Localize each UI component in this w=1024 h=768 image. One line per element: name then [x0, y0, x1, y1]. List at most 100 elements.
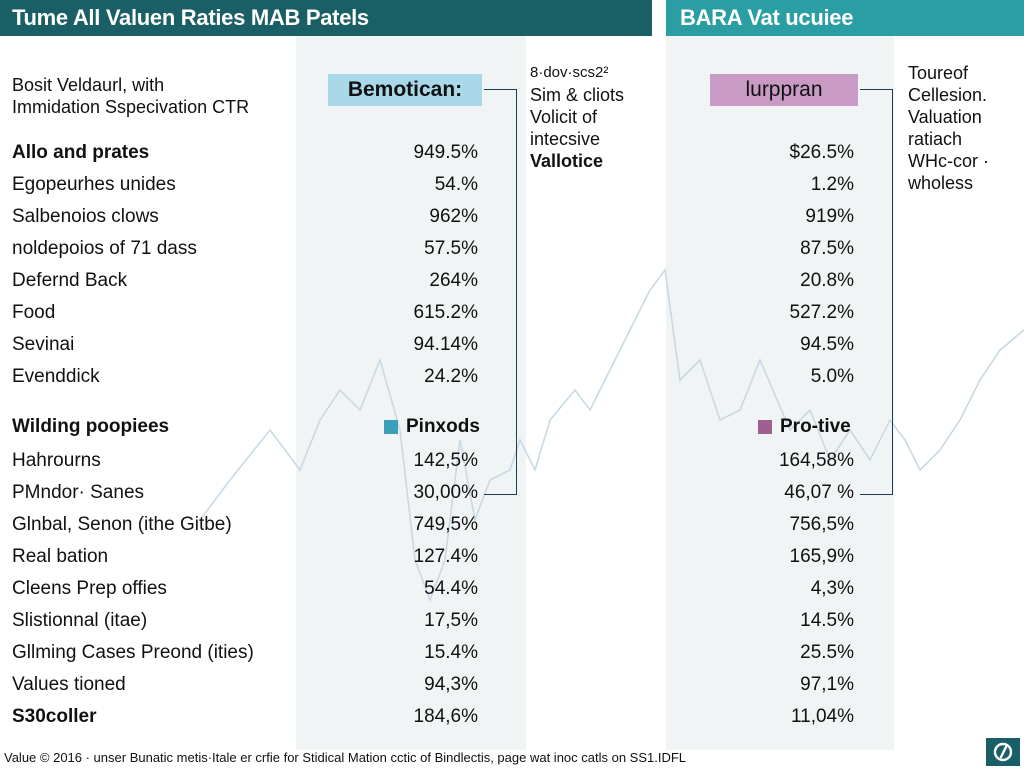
row-label: Hahrourns — [12, 450, 101, 471]
note-line: intecsive — [530, 129, 601, 149]
table-row: Evenddick 24.2% 5.0% — [0, 364, 1024, 392]
note-line: ratiach — [908, 129, 963, 149]
table-row: PMndor· Sanes 30,00% 46,07 % — [0, 480, 1024, 508]
side-header: BARA Vat ucuiee — [666, 0, 1024, 36]
row-label: Food — [12, 302, 56, 323]
row-value-1: 54.4% — [424, 578, 478, 599]
footer-text: Value © 2016 · unser Bunatic metis·Itale… — [4, 750, 687, 765]
row-value-2: 527.2% — [789, 302, 854, 323]
main-header: Tume All Valuen Raties MAB Patels — [0, 0, 652, 36]
row-value-1: 962% — [429, 206, 478, 227]
section-title: Wilding poopiees — [12, 416, 170, 437]
row-value-2: 46,07 % — [784, 482, 854, 503]
row-value-2: 1.2% — [810, 174, 854, 195]
section-title: Allo and prates — [12, 142, 150, 163]
intro-line-2: Immidation Sspecivation CTR — [12, 97, 250, 117]
main-title: Tume All Valuen Raties MAB Patels — [12, 5, 369, 30]
legend-swatch — [758, 420, 772, 434]
row-value-1: 17,5% — [424, 610, 478, 631]
column-shade-2 — [666, 36, 894, 750]
note-line: Volicit of — [530, 107, 598, 127]
legend-item-2: Pro-tive — [758, 416, 851, 438]
legend-swatch — [384, 420, 398, 434]
table-row: Real bation 127.4% 165,9% — [0, 544, 1024, 572]
row-value-1: 142,5% — [413, 450, 478, 471]
note-line: Sim & cliots — [530, 85, 625, 105]
row-value-1: 94.14% — [413, 334, 478, 355]
row-value-1: 94,3% — [424, 674, 478, 695]
row-label: Values tioned — [12, 674, 126, 695]
row-value-1: 54.% — [434, 174, 478, 195]
table-row: Values tioned 94,3% 97,1% — [0, 672, 1024, 700]
table-row: S30coller 184,6% 11,04% — [0, 704, 1024, 732]
table-row: Glnbal, Senon (ithe Gitbe) 749,5% 756,5% — [0, 512, 1024, 540]
row-label: Slistionnal (itae) — [12, 610, 148, 631]
intro-text: Bosit Veldaurl, with Immidation Sspeciva… — [12, 74, 249, 118]
row-value-1: 749,5% — [413, 514, 478, 535]
legend-label: Pro-tive — [780, 416, 851, 437]
row-value-2: 87.5% — [800, 238, 854, 259]
column-1-bracket — [484, 89, 517, 495]
column-1-chip: Bemotican: — [328, 74, 482, 106]
table-row: Egopeurhes unides 54.% 1.2% — [0, 172, 1024, 200]
row-value-2: 97,1% — [800, 674, 854, 695]
row-label: Salbenoios clows — [12, 206, 159, 227]
row-label: Cleens Prep offies — [12, 578, 167, 599]
table-row: Food 615.2% 527.2% — [0, 300, 1024, 328]
row-label: S30coller — [12, 706, 97, 727]
row-value-2: 756,5% — [789, 514, 854, 535]
section-2-title-row: Wilding poopiees — [0, 414, 1024, 442]
logo-badge — [986, 738, 1020, 766]
logo-icon — [993, 742, 1013, 762]
row-value-1: 127.4% — [413, 546, 478, 567]
note-line: WHc-cor · — [908, 151, 989, 171]
row-label: Egopeurhes unides — [12, 174, 176, 195]
row-value-1: 264% — [429, 270, 478, 291]
row-value-1: 57.5% — [424, 238, 478, 259]
row-value-1: 184,6% — [413, 706, 478, 727]
row-value-2: 165,9% — [789, 546, 854, 567]
note-line: Valuation — [908, 107, 982, 127]
row-value-2: 919% — [805, 206, 854, 227]
legend-label: Pinxods — [406, 416, 480, 437]
table-row: noldepoios of 71 dass 57.5% 87.5% — [0, 236, 1024, 264]
note-line: wholess — [908, 173, 974, 193]
note-line: Toureof — [908, 63, 969, 83]
table-row: Slistionnal (itae) 17,5% 14.5% — [0, 608, 1024, 636]
intro-line-1: Bosit Veldaurl, with — [12, 75, 165, 95]
table-row: Salbenoios clows 962% 919% — [0, 204, 1024, 232]
column-shade-1 — [296, 36, 526, 750]
row-label: Evenddick — [12, 366, 100, 387]
note-line: Cellesion. — [908, 85, 988, 105]
row-label: PMndor· Sanes — [12, 482, 145, 503]
side-title: BARA Vat ucuiee — [680, 5, 854, 30]
legend-item-1: Pinxods — [384, 416, 480, 438]
column-2-chip: lurppran — [710, 74, 858, 106]
row-label: Real bation — [12, 546, 109, 567]
row-label: Defernd Back — [12, 270, 128, 291]
row-value-2: 14.5% — [800, 610, 854, 631]
row-label: noldepoios of 71 dass — [12, 238, 197, 259]
row-value-1: 615.2% — [413, 302, 478, 323]
row-value-2: 5.0% — [810, 366, 854, 387]
section-value-1: 949.5% — [413, 142, 478, 163]
row-value-2: 11,04% — [790, 706, 854, 727]
table-row: Hahrourns 142,5% 164,58% — [0, 448, 1024, 476]
column-2-note: Toureof Cellesion. Valuation ratiach WHc… — [908, 62, 989, 194]
row-label: Gllming Cases Preond (ities) — [12, 642, 254, 663]
row-value-2: 164,58% — [778, 450, 854, 471]
row-label: Glnbal, Senon (ithe Gitbe) — [12, 514, 232, 535]
section-1-title-row: Allo and prates 949.5% $26.5% — [0, 140, 1024, 168]
table-row: Gllming Cases Preond (ities) 15.4% 25.5% — [0, 640, 1024, 668]
row-value-2: 94.5% — [800, 334, 854, 355]
row-label: Sevinai — [12, 334, 75, 355]
table-row: Defernd Back 264% 20.8% — [0, 268, 1024, 296]
row-value-2: 20.8% — [800, 270, 854, 291]
row-value-1: 24.2% — [424, 366, 478, 387]
table-row: Sevinai 94.14% 94.5% — [0, 332, 1024, 360]
row-value-1: 15.4% — [424, 642, 478, 663]
column-2-bracket — [860, 89, 893, 495]
column-1-note: 8·dov·scs2² Sim & cliots Volicit of inte… — [530, 62, 624, 172]
section-value-2: $26.5% — [789, 142, 854, 163]
